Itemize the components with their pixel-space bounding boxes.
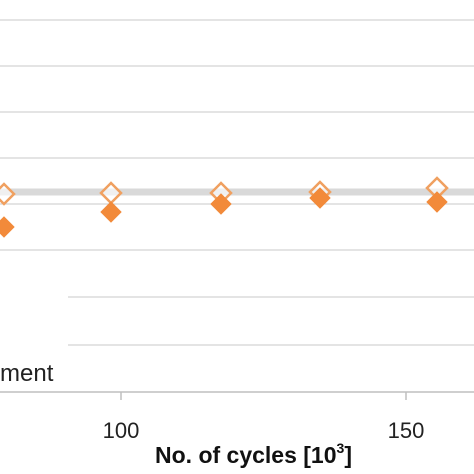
filled-diamond-marker — [0, 216, 15, 238]
filled-diamond-marker — [210, 193, 232, 215]
grid-lines — [0, 19, 474, 346]
filled-diamond-marker — [309, 187, 331, 209]
open-diamond-marker — [99, 181, 123, 205]
filled-diamond-marker — [100, 201, 122, 223]
x-tick-label: 100 — [103, 418, 140, 443]
data-markers — [0, 176, 449, 238]
x-tick-label: 150 — [388, 418, 425, 443]
x-axis-title: No. of cycles [103] — [155, 440, 352, 468]
open-diamond-marker — [0, 182, 16, 206]
legend-entry-fragment: ment — [0, 360, 54, 387]
filled-diamond-marker — [426, 191, 448, 213]
x-ticks: 100 150 — [103, 392, 425, 443]
